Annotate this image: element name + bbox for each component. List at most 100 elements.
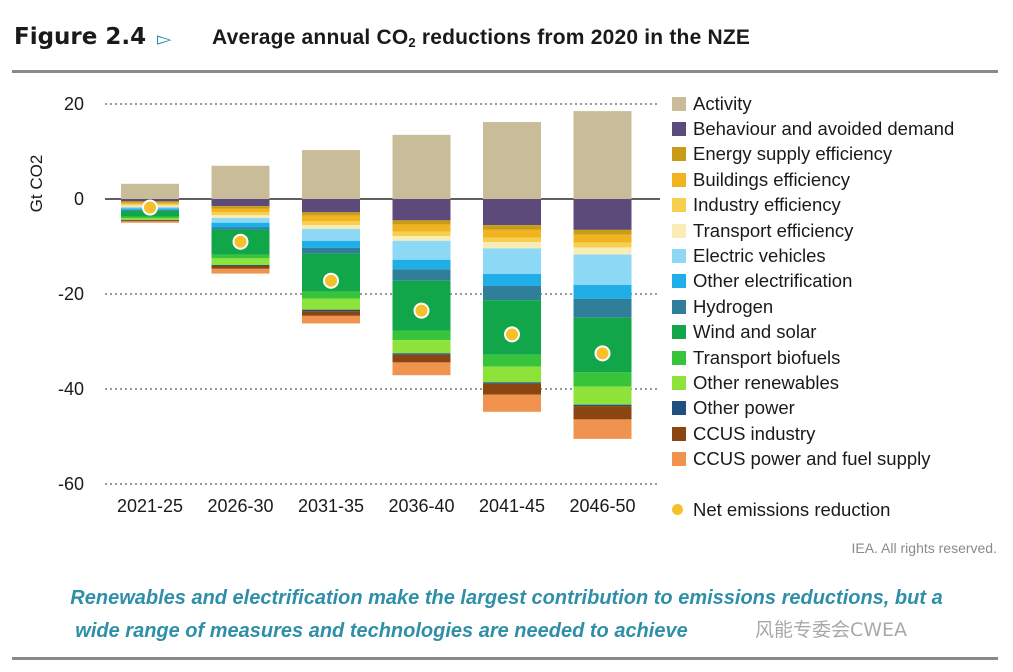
bar-segment xyxy=(302,150,360,199)
bar-segment xyxy=(211,206,270,209)
bar-segment xyxy=(392,269,451,281)
bar-segment xyxy=(573,406,632,420)
legend-label: Wind and solar xyxy=(693,321,817,343)
net-emissions-point xyxy=(594,345,611,362)
chart-legend: Activity Behaviour and avoided demand Ener… xyxy=(672,91,954,522)
bar-segment xyxy=(302,315,360,324)
legend-label: Transport biofuels xyxy=(693,346,841,368)
legend-item: Activity xyxy=(672,91,954,116)
title-prefix: Average annual CO xyxy=(212,26,409,49)
legend-swatch xyxy=(672,375,686,390)
legend-swatch xyxy=(672,325,686,340)
legend-label: Energy supply efficiency xyxy=(693,143,893,165)
bar-segment xyxy=(573,229,632,235)
legend-label: Behaviour and avoided demand xyxy=(693,118,955,140)
legend-swatch xyxy=(672,96,686,111)
legend-item: Energy supply efficiency xyxy=(672,142,954,167)
bar-segment xyxy=(483,122,541,199)
legend-swatch xyxy=(672,147,686,162)
bar-segment xyxy=(392,354,451,363)
legend-dot-icon xyxy=(672,504,683,516)
bar-segment xyxy=(573,254,632,285)
bar-segment xyxy=(121,216,179,218)
legend-item: Other electrification xyxy=(672,269,954,294)
bar-segment xyxy=(211,165,270,199)
legend-item: CCUS industry xyxy=(672,421,954,446)
legend-label: Electric vehicles xyxy=(693,245,826,267)
bar-segment xyxy=(483,242,541,249)
credit-text: IEA. All rights reserved. xyxy=(851,540,997,556)
legend-swatch xyxy=(672,198,686,213)
bar-segment xyxy=(121,183,179,199)
y-tick-label: 20 xyxy=(64,94,84,114)
legend-label: CCUS power and fuel supply xyxy=(693,448,931,470)
bar-segment xyxy=(302,212,360,216)
legend-label: Transport efficiency xyxy=(693,219,854,241)
bar-segment xyxy=(573,247,632,255)
net-emissions-point xyxy=(504,326,520,343)
bar-segment xyxy=(392,340,451,354)
bar-segment xyxy=(573,317,632,373)
legend-item: Transport biofuels xyxy=(672,345,954,370)
y-axis-label: Gt CO2 xyxy=(27,155,46,213)
bar-segment xyxy=(302,228,360,241)
bar-segment xyxy=(483,225,541,230)
legend-item: Behaviour and avoided demand xyxy=(672,116,954,141)
watermark-text: 风能专委会CWEA xyxy=(755,619,908,641)
bar-segment xyxy=(573,404,632,407)
bar-segment xyxy=(302,291,360,299)
legend-label: Industry efficiency xyxy=(693,194,841,216)
bottom-rule xyxy=(12,657,998,660)
bar-segment xyxy=(302,247,360,254)
bar-segment xyxy=(483,199,541,226)
x-tick-label: 2046-50 xyxy=(569,496,635,516)
y-tick-label: -20 xyxy=(58,284,84,304)
bar-segment xyxy=(483,354,541,367)
net-emissions-point xyxy=(232,233,249,250)
bar-segment xyxy=(483,382,541,384)
bar-segment xyxy=(302,311,360,316)
bar-segment xyxy=(483,394,541,412)
y-tick-label: -60 xyxy=(58,474,84,494)
bar-segment xyxy=(211,215,270,218)
bar-segment xyxy=(211,254,270,259)
stacked-bar-chart: Gt CO2 20 0 -20 -40 -60 2021-25 2026-30 2031-35 2… xyxy=(27,94,660,516)
bar-segment xyxy=(573,199,632,230)
legend-swatch xyxy=(672,274,686,289)
bar-segment xyxy=(573,242,632,248)
x-tick-label: 2031-35 xyxy=(298,496,364,516)
legend-swatch xyxy=(672,426,686,441)
legend-item: Hydrogen xyxy=(672,294,954,319)
bar-segment xyxy=(211,208,270,213)
bar-segment xyxy=(392,236,451,241)
x-tick-label: 2026-30 xyxy=(207,496,273,516)
legend-item: CCUS power and fuel supply xyxy=(672,446,954,471)
legend-swatch xyxy=(672,172,686,187)
bar-segment xyxy=(392,259,451,270)
legend-item: Transport efficiency xyxy=(672,218,954,243)
y-tick-label: -40 xyxy=(58,379,84,399)
legend-label: Other electrification xyxy=(693,270,853,292)
legend-item: Electric vehicles xyxy=(672,243,954,268)
bar-segment xyxy=(211,227,270,230)
caption-line-2: wide range of measures and technologies … xyxy=(75,620,688,642)
legend-label: Buildings efficiency xyxy=(693,168,850,190)
legend-label: Net emissions reduction xyxy=(693,498,891,520)
bar-segment xyxy=(483,285,541,301)
x-tick-label: 2021-25 xyxy=(117,496,183,516)
legend-item: Industry efficiency xyxy=(672,193,954,218)
bar-segment xyxy=(392,134,451,199)
figure-caption: Renewables and electrification make the … xyxy=(0,582,1013,648)
legend-label: Other renewables xyxy=(693,371,840,393)
legend-item: Wind and solar xyxy=(672,320,954,345)
bar-segment xyxy=(211,265,270,269)
legend-label: Other power xyxy=(693,397,795,419)
net-emissions-point xyxy=(323,272,339,289)
legend-item-net-emissions: Net emissions reduction xyxy=(672,497,954,522)
bar-segment xyxy=(302,215,360,222)
legend-swatch xyxy=(672,249,686,264)
bar-segment xyxy=(211,212,270,216)
bar-segment xyxy=(483,237,541,243)
bar-segment xyxy=(211,199,270,207)
legend-swatch xyxy=(672,122,686,137)
